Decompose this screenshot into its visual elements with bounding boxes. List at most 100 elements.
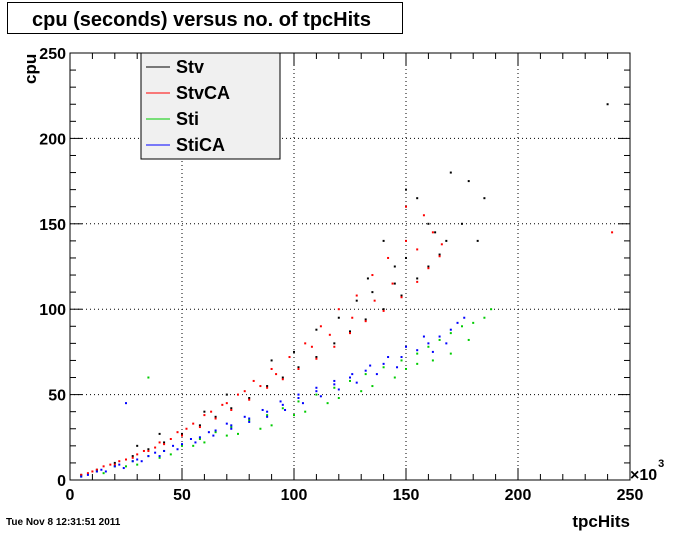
data-point <box>266 385 269 388</box>
data-point <box>467 180 470 183</box>
data-point <box>198 436 201 439</box>
data-point <box>266 386 269 389</box>
data-point <box>281 378 284 381</box>
data-point <box>169 453 172 456</box>
data-point <box>405 345 407 348</box>
data-point <box>248 419 251 422</box>
legend-entries: Stv StvCA Sti StiCA <box>146 57 230 155</box>
data-point <box>181 444 183 447</box>
y-tick-label: 150 <box>39 217 66 234</box>
series-stica-points <box>80 316 466 478</box>
data-point <box>349 376 351 379</box>
data-point <box>154 446 157 449</box>
data-point <box>158 441 161 444</box>
data-point <box>355 294 358 297</box>
data-point <box>281 403 284 406</box>
x-axis-label: tpcHits <box>572 512 630 531</box>
data-point <box>405 188 407 191</box>
data-point <box>95 470 98 473</box>
data-point <box>131 460 134 463</box>
data-point <box>214 431 217 434</box>
data-point <box>304 342 307 345</box>
timestamp: Tue Nov 8 12:31:51 2011 <box>6 517 121 528</box>
data-point <box>297 367 300 370</box>
data-point <box>281 376 284 379</box>
data-point <box>416 349 419 352</box>
data-point <box>422 214 425 217</box>
data-point <box>158 456 161 459</box>
data-point <box>445 239 448 242</box>
data-point <box>189 438 192 441</box>
data-point <box>373 299 376 302</box>
data-point <box>467 338 470 341</box>
data-point <box>147 448 150 451</box>
data-point <box>371 274 374 277</box>
data-point <box>136 444 139 447</box>
data-point <box>333 342 336 345</box>
data-point <box>172 444 175 447</box>
data-point <box>259 427 262 430</box>
data-point <box>315 386 318 389</box>
data-point <box>400 296 403 299</box>
x-tick-label: 0 <box>66 487 75 504</box>
data-point <box>203 414 206 417</box>
data-point <box>416 197 419 200</box>
data-point <box>405 205 407 208</box>
data-point <box>86 472 89 475</box>
x-tick-label: 150 <box>393 487 420 504</box>
data-point <box>104 470 107 473</box>
data-point <box>355 381 358 384</box>
data-point <box>337 316 340 319</box>
data-point <box>80 475 83 478</box>
data-point <box>281 407 284 410</box>
data-point <box>142 449 145 452</box>
data-point <box>136 453 139 456</box>
data-point <box>198 424 201 427</box>
data-point <box>360 390 363 393</box>
data-point <box>371 291 374 294</box>
data-point <box>371 385 374 388</box>
data-point <box>225 402 228 405</box>
data-point <box>393 282 396 285</box>
data-point <box>355 299 358 302</box>
data-point <box>113 465 116 468</box>
data-point <box>427 342 430 345</box>
y-tick-label: 200 <box>39 131 66 148</box>
data-point <box>163 443 166 446</box>
data-point <box>192 422 195 425</box>
data-point <box>440 243 443 246</box>
data-point <box>192 444 195 447</box>
data-point <box>214 417 217 420</box>
data-points <box>80 103 614 478</box>
data-point <box>198 438 201 441</box>
x-tick-label: 250 <box>617 487 644 504</box>
data-point <box>169 438 172 441</box>
data-point <box>449 332 452 335</box>
y-tick-label: 0 <box>57 473 66 490</box>
data-point <box>310 345 313 348</box>
data-point <box>113 463 116 466</box>
data-point <box>396 366 399 369</box>
data-point <box>140 460 143 463</box>
data-point <box>181 432 183 435</box>
data-point <box>382 362 385 365</box>
data-point <box>207 431 210 434</box>
data-point <box>422 335 425 338</box>
data-point <box>266 414 269 417</box>
title-box: cpu (seconds) versus no. of tpcHits <box>7 2 403 34</box>
data-point <box>279 400 282 403</box>
data-point <box>185 427 188 430</box>
data-point <box>315 390 318 393</box>
legend-box <box>140 52 281 160</box>
data-point <box>270 359 273 362</box>
data-point <box>288 356 291 359</box>
data-point <box>438 255 441 258</box>
data-point <box>461 325 463 328</box>
data-point <box>301 402 304 405</box>
data-point <box>266 410 269 413</box>
data-point <box>333 379 336 382</box>
data-point <box>158 455 161 458</box>
data-point <box>416 352 419 355</box>
data-point <box>434 231 437 234</box>
